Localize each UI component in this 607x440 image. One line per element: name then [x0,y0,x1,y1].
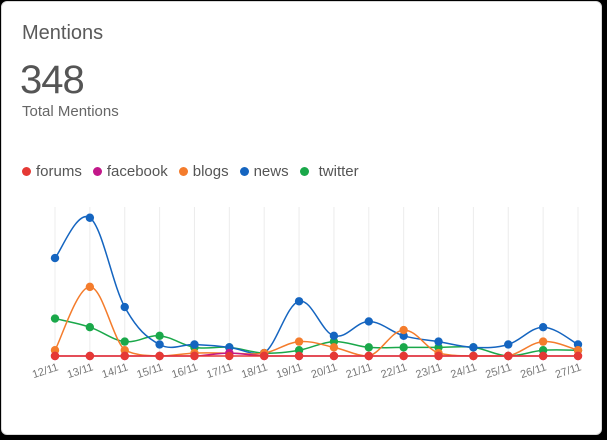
x-tick-label: 19/11 [275,361,304,381]
x-tick-label: 23/11 [414,361,443,381]
data-point-blogs [538,337,548,346]
data-point-forums [260,351,269,361]
x-tick-label: 25/11 [484,361,513,381]
data-point-twitter [85,323,95,332]
data-point-news [538,323,548,332]
data-point-twitter [434,343,443,352]
data-point-news [50,253,60,263]
data-point-blogs [573,346,583,355]
series-line-twitter [54,317,579,357]
legend-dot-forums [22,167,31,176]
data-point-blogs [329,343,339,352]
data-point-news [504,340,513,349]
mentions-line-chart: 12/11 13/11 14/11 15/11 16/11 17/11 18/11 19/11… [31,207,583,381]
legend-item-news[interactable]: news [239,163,289,180]
legend-dot-blogs [178,167,188,176]
data-point-forums [469,351,478,361]
data-point-twitter [399,343,408,352]
x-tick-label: 26/11 [519,361,548,381]
data-point-news [225,343,234,352]
x-tick-label: 27/11 [554,361,583,381]
x-tick-label: 18/11 [240,361,269,381]
data-point-news [364,317,373,326]
x-tick-label: 20/11 [310,361,339,381]
data-point-twitter [120,337,129,346]
x-tick-label: 14/11 [101,361,130,381]
data-point-twitter [50,314,60,323]
data-point-forums [329,351,339,361]
data-point-forums [434,351,443,361]
data-point-twitter [329,337,339,346]
data-point-forums [538,351,548,361]
data-point-forums [155,351,164,361]
total-mentions-value: 348 [20,58,85,102]
data-point-twitter [155,331,164,341]
data-point-forums [120,351,129,361]
data-point-twitter [294,346,304,355]
legend-dot-news [239,167,249,176]
data-point-blogs [50,346,60,355]
legend-label-forums: forums [36,163,82,180]
data-point-news [399,331,408,341]
data-point-forums [50,351,60,361]
data-point-twitter [364,343,373,352]
data-point-news [469,343,478,352]
x-tick-label: 12/11 [31,361,60,381]
legend-item-facebook[interactable]: facebook [92,163,168,180]
data-point-news [294,297,304,306]
data-point-news [120,302,129,312]
data-point-news [329,331,339,341]
data-point-blogs [399,325,408,335]
legend-label-facebook: facebook [106,163,168,180]
data-point-forums [225,351,234,361]
data-point-forums [364,351,373,361]
data-point-forums [504,351,513,361]
x-tick-label: 16/11 [170,361,199,381]
data-point-news [434,337,443,346]
data-point-forums [85,351,95,361]
legend-item-twitter[interactable]: twitter [299,163,359,180]
legend-item-forums[interactable]: forums [22,163,82,180]
data-point-blogs [120,346,129,355]
x-tick-label: 13/11 [66,361,95,381]
data-point-forums [294,351,304,361]
chart-legend: forums facebook blogs news twitter [22,163,370,180]
legend-dot-facebook [92,167,102,176]
legend-label-blogs: blogs [192,163,229,180]
legend-label-twitter: twitter [318,163,359,180]
x-tick-label: 15/11 [135,361,164,381]
data-point-news [85,213,95,222]
data-point-forums [190,351,199,361]
mentions-card: Mentions 348 Total Mentions forums facebo… [1,1,602,435]
x-tick-label: 22/11 [379,361,408,381]
data-point-news [190,340,199,349]
data-point-twitter [538,346,548,355]
card-title: Mentions [22,22,104,44]
data-point-forums [573,351,583,361]
data-point-blogs [85,282,95,292]
legend-label-news: news [253,163,289,180]
data-point-forums [399,351,408,361]
total-mentions-label: Total Mentions [22,103,119,120]
legend-item-blogs[interactable]: blogs [178,163,229,180]
data-point-news [573,340,583,349]
data-point-news [155,340,164,349]
x-tick-label: 17/11 [205,361,234,381]
x-tick-label: 24/11 [449,361,478,381]
x-tick-label: 21/11 [345,361,374,381]
series-line-news [54,215,579,355]
legend-dot-twitter [299,167,309,176]
data-point-blogs [294,337,304,346]
